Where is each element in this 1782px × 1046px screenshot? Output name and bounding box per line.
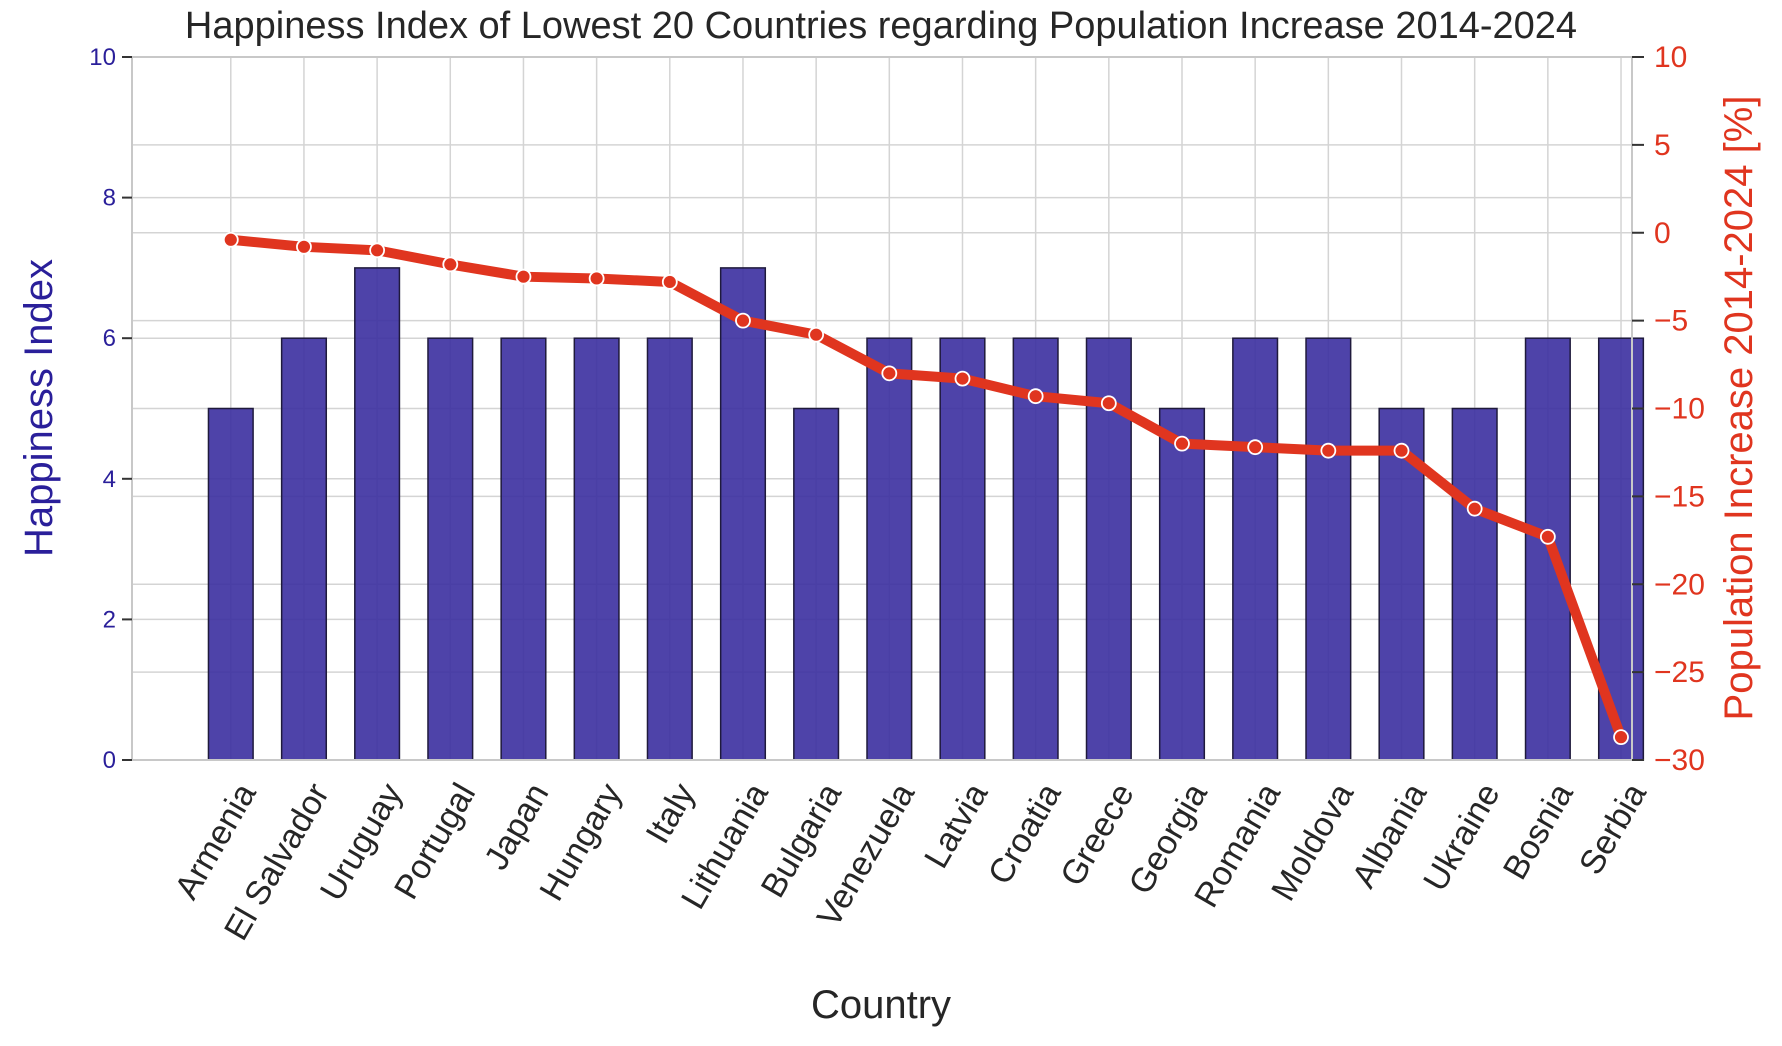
right-tick-label: −25 [1654,656,1705,689]
bar [280,337,328,761]
axes [122,56,1644,761]
x-tick-label: Italy [639,777,703,850]
line-point [881,365,898,382]
x-tick-label: Latvia [917,777,995,875]
line-point [222,231,239,248]
bar [719,267,767,761]
line-point [735,312,751,329]
x-axis-title: Country [811,983,951,1027]
bar [354,267,401,761]
line-point [588,270,605,287]
bar [1232,337,1279,761]
bar [427,337,474,761]
line-point [515,268,532,285]
bar [207,407,254,761]
left-tick-label: 8 [103,185,116,212]
line-point [808,326,825,343]
right-tick-label: −5 [1654,305,1688,338]
line-point [661,274,678,290]
line-point [296,238,312,255]
x-tick-label: Japan [477,777,556,876]
bar [1451,407,1498,761]
y-axis-title: Happiness Index [17,259,61,557]
line-point [954,370,971,387]
line-point [442,256,459,273]
left-tick-label: 4 [103,466,116,493]
bar [866,337,913,761]
left-tick-label: 0 [103,747,116,774]
line-series [222,231,1629,746]
bar [1158,407,1206,761]
line-point [1174,435,1190,452]
bar [793,407,840,761]
right-tick-label: 5 [1654,129,1671,162]
line-point [369,242,386,259]
right-tick-label: 0 [1654,217,1671,250]
line-point [1027,388,1044,405]
x-tick-label: Bosnia [1496,777,1581,886]
bar [646,337,693,761]
line-point [1613,729,1629,746]
bar [573,337,620,761]
bar [1305,337,1352,761]
series-line [225,234,1627,743]
chart-title: Happiness Index of Lowest 20 Countries r… [185,5,1577,47]
y2-axis-title: Population Increase 2014-2024 [%] [1717,96,1761,721]
bar [500,337,547,761]
bar [1012,337,1059,761]
left-tick-label: 6 [103,325,116,352]
line-point [1100,395,1117,412]
bar-series [207,267,1645,761]
right-tick-label: −20 [1654,568,1705,601]
left-tick-label: 10 [89,44,116,71]
line-point [1539,528,1556,545]
line-point [1247,439,1264,456]
bar [939,337,986,761]
line-point [1466,500,1483,517]
right-tick-label: −30 [1654,744,1705,777]
line-point [1393,442,1410,459]
line-point [1320,442,1337,459]
left-tick-label: 2 [103,606,116,633]
right-tick-label: 10 [1654,41,1687,74]
x-tick-label: Serbia [1572,777,1654,881]
right-tick-label: −10 [1654,393,1705,426]
right-tick-label: −15 [1654,480,1705,513]
